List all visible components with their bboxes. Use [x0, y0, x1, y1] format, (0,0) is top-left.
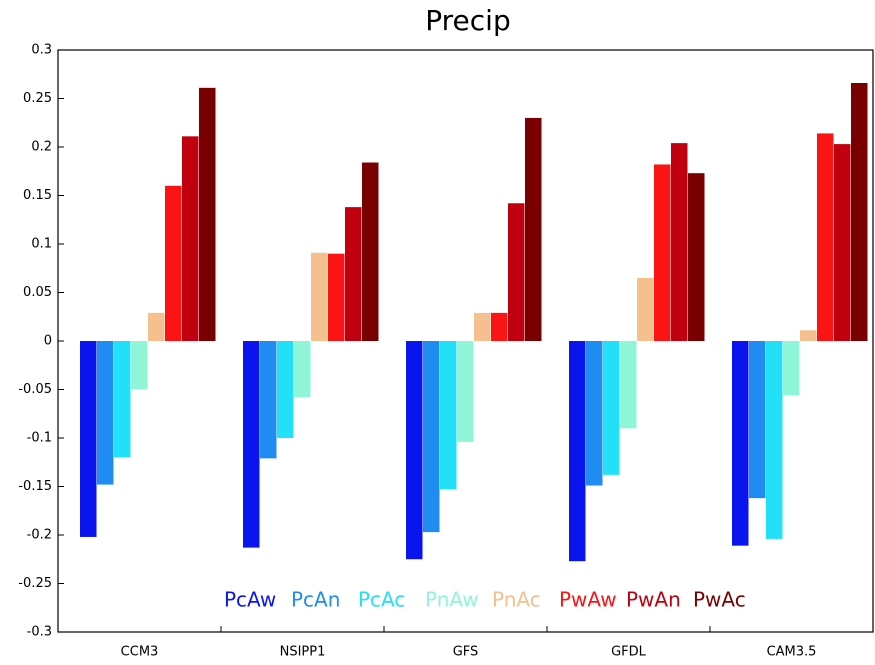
y-tick-label: 0.1: [31, 237, 52, 252]
y-tick-label: -0.05: [18, 382, 52, 397]
y-tick-label: 0.25: [23, 91, 52, 106]
bar: [243, 341, 260, 548]
legend-label: PwAc: [693, 588, 746, 612]
legend-label: PcAw: [224, 588, 276, 612]
bar: [294, 341, 311, 398]
legend-label: PnAw: [425, 588, 479, 612]
legend-label: PwAw: [559, 588, 617, 612]
y-tick-label: 0.2: [31, 140, 52, 155]
bar: [620, 341, 637, 429]
bar: [508, 203, 525, 341]
y-tick-label: -0.2: [27, 528, 52, 543]
bar: [182, 136, 199, 341]
x-tick-label: CAM3.5: [767, 645, 817, 660]
bar: [457, 341, 474, 442]
y-tick-label: 0.15: [23, 188, 52, 203]
bar: [603, 341, 620, 475]
bar: [440, 341, 457, 490]
bar: [148, 312, 165, 341]
bar: [260, 341, 277, 459]
bar: [834, 144, 851, 341]
y-tick-label: -0.25: [18, 576, 52, 591]
legend-label: PcAn: [291, 588, 340, 612]
bar: [277, 341, 294, 438]
bar: [362, 162, 379, 341]
bar: [406, 341, 423, 560]
bar: [474, 312, 491, 341]
legend-label: PnAc: [492, 588, 541, 612]
y-tick-label: -0.3: [27, 625, 52, 640]
bar: [817, 133, 834, 341]
x-tick-label: GFS: [453, 645, 479, 660]
bar: [525, 117, 542, 342]
bar: [732, 341, 749, 546]
bar: [311, 252, 328, 341]
bar: [569, 341, 586, 562]
bar: [851, 82, 868, 341]
bar: [654, 164, 671, 341]
bar: [328, 253, 345, 341]
bar: [800, 330, 817, 341]
y-tick-label: -0.15: [18, 479, 52, 494]
x-tick-label: GFDL: [611, 645, 647, 660]
bar: [766, 341, 783, 539]
bar: [80, 341, 97, 537]
legend-label: PcAc: [358, 588, 405, 612]
bar: [345, 207, 362, 341]
x-tick-label: NSIPP1: [280, 645, 326, 660]
chart-title: Precip: [425, 4, 510, 37]
bar: [131, 341, 148, 390]
x-tick-label: CCM3: [121, 645, 159, 660]
bar: [97, 341, 114, 485]
bar: [586, 341, 603, 486]
y-tick-label: 0.05: [23, 285, 52, 300]
bar: [114, 341, 131, 458]
bar: [423, 341, 440, 533]
legend-label: PwAn: [626, 588, 681, 612]
bar: [749, 341, 766, 499]
bar: [783, 341, 800, 396]
y-tick-label: 0: [44, 334, 52, 349]
bar: [199, 87, 216, 341]
y-tick-label: 0.3: [31, 43, 52, 58]
bar: [671, 143, 688, 341]
y-tick-label: -0.1: [27, 431, 52, 446]
bar: [491, 312, 508, 341]
bar: [165, 185, 182, 341]
bar: [688, 173, 705, 341]
bar: [637, 277, 654, 341]
